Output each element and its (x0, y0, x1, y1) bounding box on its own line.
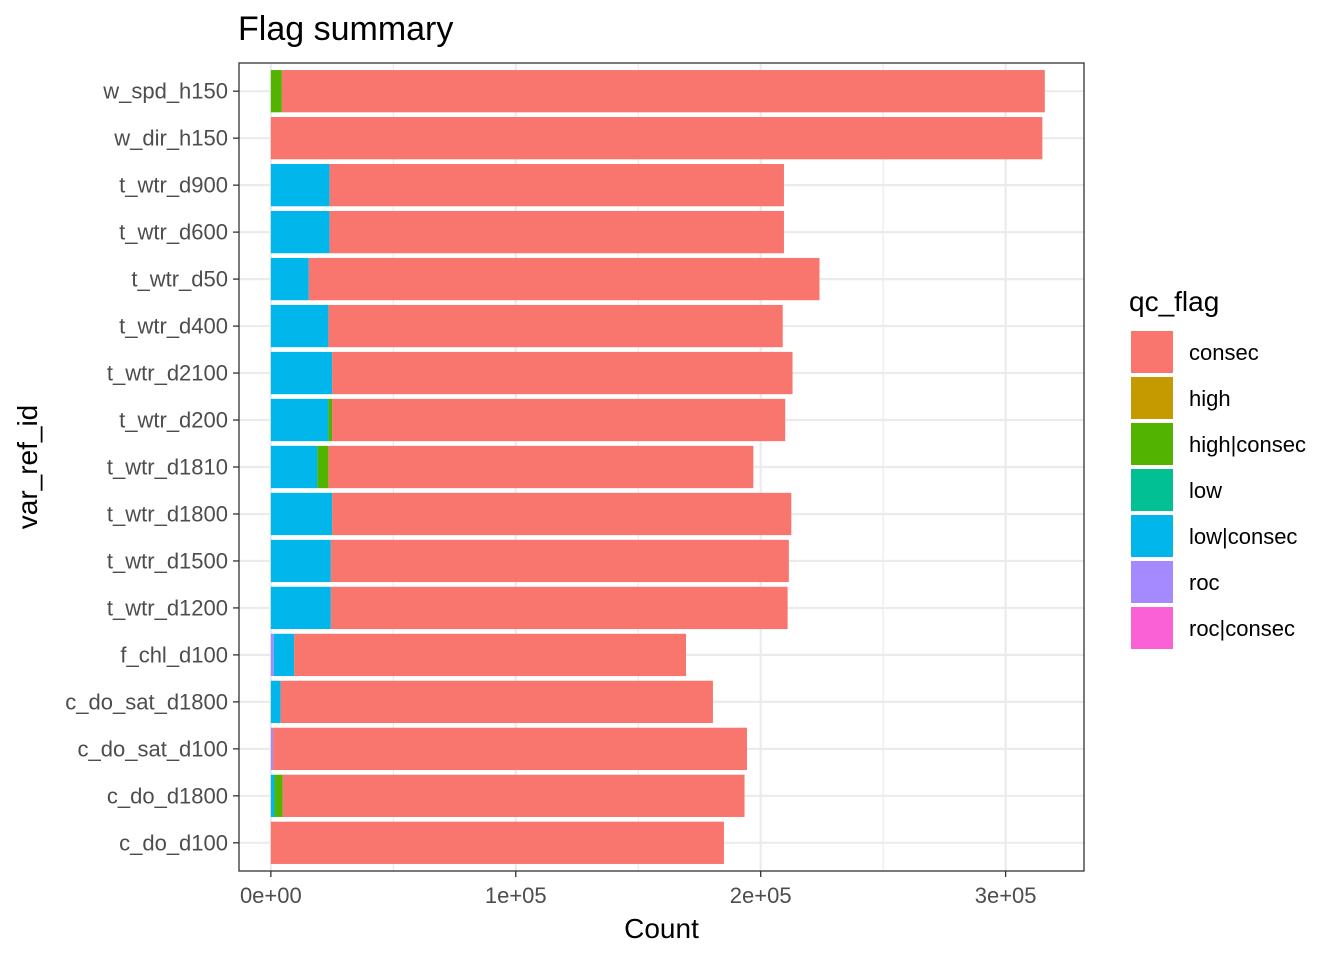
y-tick-label: t_wtr_d900 (119, 173, 228, 198)
legend-label: roc (1189, 570, 1220, 595)
legend-key-roc-consec (1131, 607, 1173, 649)
y-tick-label: t_wtr_d200 (119, 408, 228, 433)
bar-f-chl-d100-consec (294, 633, 686, 677)
bar-t-wtr-d1200-low-consec (270, 586, 331, 630)
legend-key-high-consec (1131, 423, 1173, 465)
y-tick-label: w_spd_h150 (102, 79, 228, 104)
bar-t-wtr-d900-low-consec (270, 164, 330, 207)
y-tick-label: t_wtr_d50 (131, 267, 228, 292)
legend-label: low (1189, 478, 1222, 503)
bar-t-wtr-d600-consec (329, 210, 784, 254)
bar-c-do-d100-consec (270, 821, 724, 864)
legend-label: consec (1189, 340, 1259, 365)
bar-t-wtr-d1500-low-consec (270, 539, 331, 583)
bar-t-wtr-d1810-high-consec (317, 445, 329, 489)
y-tick-label: c_do_d100 (119, 830, 228, 855)
x-tick-label: 2e+05 (730, 883, 792, 908)
legend-key-low (1131, 469, 1173, 511)
bar-t-wtr-d2100-consec (332, 351, 793, 395)
y-tick-label: t_wtr_d1800 (107, 501, 228, 526)
legend-label: roc|consec (1189, 616, 1295, 641)
bar-t-wtr-d1810-consec (328, 445, 754, 489)
bar-w-spd-h150-consec (281, 70, 1045, 113)
y-tick-label: t_wtr_d1500 (107, 548, 228, 573)
bar-c-do-sat-d1800-low-consec (270, 680, 281, 724)
x-tick-label: 3e+05 (975, 883, 1037, 908)
bar-c-do-sat-d1800-consec (280, 680, 713, 724)
x-tick-label: 0e+00 (240, 883, 302, 908)
x-axis-title: Count (624, 913, 699, 944)
y-tick-label: t_wtr_d400 (119, 314, 228, 339)
bar-t-wtr-d1800-low-consec (270, 492, 333, 536)
legend-label: high (1189, 386, 1231, 411)
bar-f-chl-d100-low-consec (273, 633, 295, 677)
legend-label: high|consec (1189, 432, 1306, 457)
y-tick-label: w_dir_h150 (113, 126, 228, 151)
y-axis: w_spd_h150 w_dir_h150 t_wtr_d900 t_wtr_d600… (65, 79, 239, 855)
x-axis: 0e+00 1e+05 2e+05 3e+05 (240, 871, 1037, 908)
y-tick-label: t_wtr_d1810 (107, 455, 228, 480)
y-tick-label: f_chl_d100 (120, 642, 228, 667)
bar-c-do-d1800-consec (282, 774, 745, 817)
y-tick-label: t_wtr_d2100 (107, 361, 228, 386)
legend-label: low|consec (1189, 524, 1297, 549)
bar-f-chl-d100-roc (270, 633, 274, 677)
bar-c-do-d1800-low-consec (270, 774, 275, 817)
bar-t-wtr-d200-consec (332, 398, 786, 442)
legend: qc_flag consec high high|consec low low|cons… (1129, 286, 1306, 649)
bar-c-do-sat-d100-consec (273, 727, 747, 770)
y-tick-label: c_do_d1800 (107, 783, 228, 808)
legend-key-high (1131, 377, 1173, 419)
chart-title: Flag summary (238, 10, 453, 48)
bar-t-wtr-d900-consec (329, 164, 784, 207)
bar-t-wtr-d50-low-consec (270, 257, 309, 301)
bar-w-dir-h150-consec (270, 117, 1043, 160)
bar-t-wtr-d1810-low-consec (270, 445, 318, 489)
bar-t-wtr-d2100-low-consec (270, 351, 333, 395)
bar-t-wtr-d400-low-consec (270, 304, 329, 348)
bar-t-wtr-d50-consec (308, 257, 820, 301)
bar-c-do-sat-d100-roc (270, 727, 274, 770)
legend-title: qc_flag (1129, 286, 1219, 317)
legend-key-roc (1131, 561, 1173, 603)
bar-t-wtr-d400-consec (328, 304, 783, 348)
y-axis-title: var_ref_id (12, 405, 43, 530)
y-tick-label: c_do_sat_d100 (78, 736, 228, 761)
bar-c-do-d1800-high-consec (274, 774, 283, 817)
bars (270, 70, 1045, 864)
bar-t-wtr-d1800-consec (332, 492, 792, 536)
bar-t-wtr-d1200-consec (330, 586, 788, 630)
bar-t-wtr-d200-low-consec (270, 398, 329, 442)
bar-t-wtr-d600-low-consec (270, 210, 330, 254)
y-tick-label: c_do_sat_d1800 (65, 689, 228, 714)
x-tick-label: 1e+05 (485, 883, 547, 908)
legend-key-low-consec (1131, 515, 1173, 557)
bar-t-wtr-d200-high-consec (328, 398, 333, 442)
y-tick-label: t_wtr_d600 (119, 220, 228, 245)
y-tick-label: t_wtr_d1200 (107, 595, 228, 620)
bar-t-wtr-d1500-consec (330, 539, 789, 583)
bar-w-spd-h150-high-consec (270, 70, 282, 113)
legend-key-consec (1131, 331, 1173, 373)
